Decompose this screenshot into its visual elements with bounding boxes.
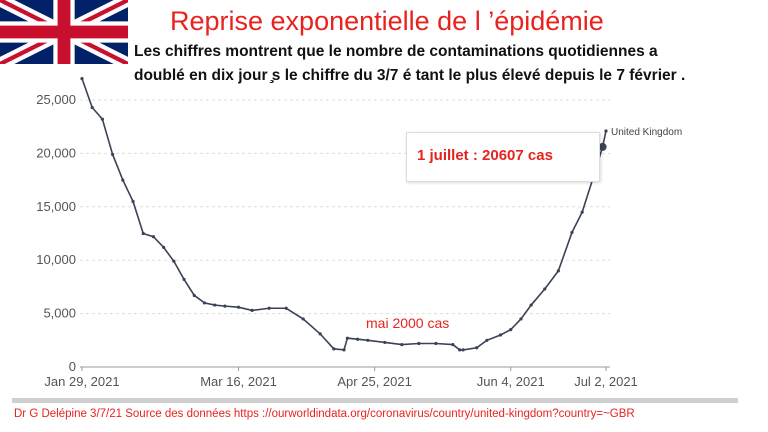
- data-point: [172, 259, 176, 263]
- data-point: [301, 317, 305, 321]
- data-point: [213, 303, 217, 307]
- data-point: [604, 129, 608, 133]
- united-kingdom-flag-icon: [0, 0, 128, 64]
- y-tick-label: 25,000: [36, 92, 76, 107]
- y-tick-label: 5,000: [43, 306, 76, 321]
- data-point: [318, 332, 322, 336]
- y-tick-label: 15,000: [36, 199, 76, 214]
- data-point: [519, 317, 523, 321]
- data-point: [417, 341, 421, 346]
- x-tick-label: Jun 4, 2021: [477, 374, 545, 389]
- data-point: [366, 338, 370, 342]
- data-point: [100, 117, 105, 121]
- data-point: [284, 306, 288, 310]
- data-point: [458, 348, 462, 352]
- series-line-united-kingdom: [81, 78, 607, 351]
- data-point: [90, 105, 94, 110]
- data-point: [461, 348, 465, 352]
- y-tick-label: 0: [69, 359, 76, 374]
- data-point: [121, 178, 125, 182]
- footer-divider: [12, 398, 738, 403]
- callout-box: 1 juillet : 20607 cas: [406, 132, 600, 182]
- slide-subtitle: Les chiffres montrent que le nombre de c…: [134, 40, 754, 88]
- data-point: [342, 348, 346, 352]
- data-point: [345, 336, 350, 340]
- data-point: [529, 303, 533, 307]
- data-point: [111, 152, 115, 157]
- x-tick-label: Apr 25, 2021: [337, 374, 411, 389]
- data-point: [556, 269, 560, 273]
- x-tick-label: Jan 29, 2021: [44, 374, 119, 389]
- data-point: [236, 305, 241, 309]
- data-point: [267, 306, 271, 310]
- data-point: [400, 342, 404, 347]
- data-point: [485, 338, 489, 342]
- data-point: [131, 199, 135, 204]
- source-footer: Dr G Delépine 3/7/21 Source des données …: [14, 408, 635, 420]
- slide-title: Reprise exponentielle de l ’épidémie: [170, 6, 604, 36]
- data-point: [509, 328, 513, 332]
- data-point: [182, 277, 186, 282]
- data-point: [332, 347, 336, 351]
- data-point: [141, 231, 145, 236]
- x-tick-label: Jul 2, 2021: [574, 374, 638, 389]
- data-point: [434, 341, 438, 346]
- x-tick-label: Mar 16, 2021: [200, 374, 277, 389]
- data-point: [162, 245, 166, 249]
- data-point: [192, 293, 196, 298]
- data-point: [356, 337, 360, 341]
- cases-line-chart: 0 5,000 10,000 15,000 20,000 25,000 Jan 29, 20…: [36, 77, 682, 389]
- may-annotation: mai 2000 cas: [366, 315, 450, 331]
- subtitle-line-2: doublé en dix jour ̧s le chiffre du 3/7 …: [134, 67, 686, 84]
- data-point: [202, 301, 207, 305]
- data-point: [598, 142, 607, 151]
- data-point: [383, 340, 387, 345]
- data-point: [570, 230, 574, 235]
- data-point: [580, 210, 584, 214]
- data-point: [223, 304, 227, 308]
- callout-text: 1 juillet : 20607 cas: [417, 147, 553, 164]
- y-tick-label: 10,000: [36, 252, 76, 267]
- data-point: [151, 235, 156, 239]
- data-point: [451, 342, 455, 347]
- data-point: [250, 308, 254, 312]
- y-tick-label: 20,000: [36, 145, 76, 160]
- data-point: [80, 77, 84, 81]
- subtitle-line-1: Les chiffres montrent que le nombre de c…: [134, 43, 658, 60]
- data-point: [475, 346, 479, 350]
- data-point: [498, 333, 503, 337]
- legend-label-united-kingdom: United Kingdom: [611, 127, 682, 138]
- data-point: [543, 287, 547, 291]
